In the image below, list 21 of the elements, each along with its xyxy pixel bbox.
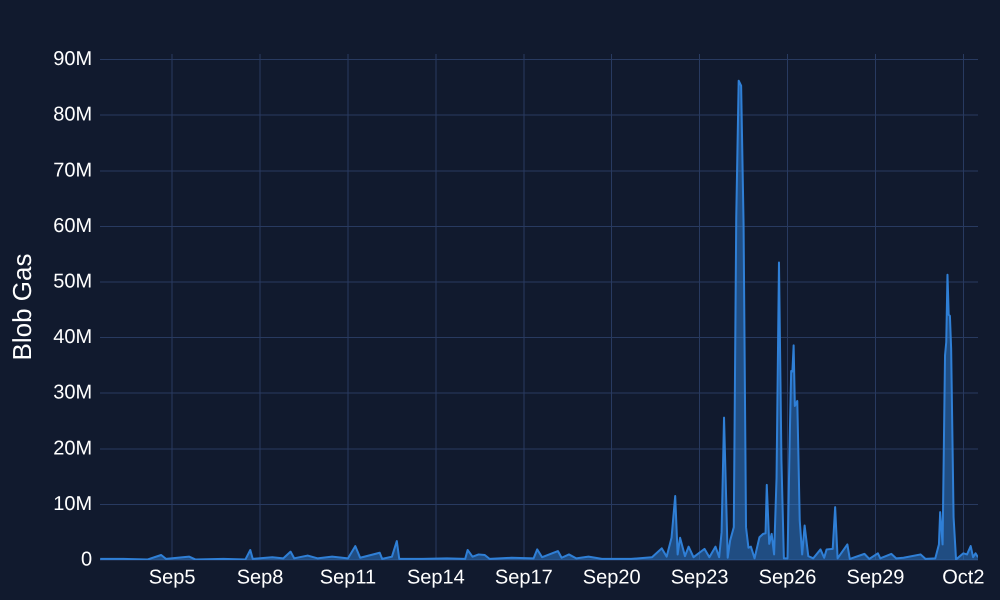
y-axis-title: Blob Gas (6, 254, 37, 360)
x-tick-label: Sep26 (758, 566, 816, 589)
y-tick-label: 70M (53, 159, 92, 182)
x-tick-label: Sep29 (846, 566, 904, 589)
x-tick-label: Sep8 (236, 566, 284, 589)
y-tick-label: 0 (80, 548, 92, 571)
y-tick-label: 50M (53, 270, 92, 292)
x-tick-label: Sep17 (494, 566, 553, 589)
y-tick-label: 30M (53, 382, 92, 404)
y-tick-label: 20M (53, 437, 92, 460)
x-tick-label: Oct2 (942, 566, 984, 589)
y-tick-label: 60M (53, 214, 92, 237)
x-tick-label: Sep20 (582, 566, 641, 589)
y-tick-label: 90M (53, 48, 92, 70)
y-tick-label: 80M (53, 104, 92, 126)
x-tick-label: Sep23 (670, 566, 729, 589)
x-tick-label: Sep5 (148, 566, 196, 589)
y-tick-label: 40M (53, 326, 92, 348)
x-tick-label: Sep11 (320, 566, 376, 589)
y-tick-label: 10M (53, 492, 92, 515)
x-tick-label: Sep14 (406, 566, 465, 589)
